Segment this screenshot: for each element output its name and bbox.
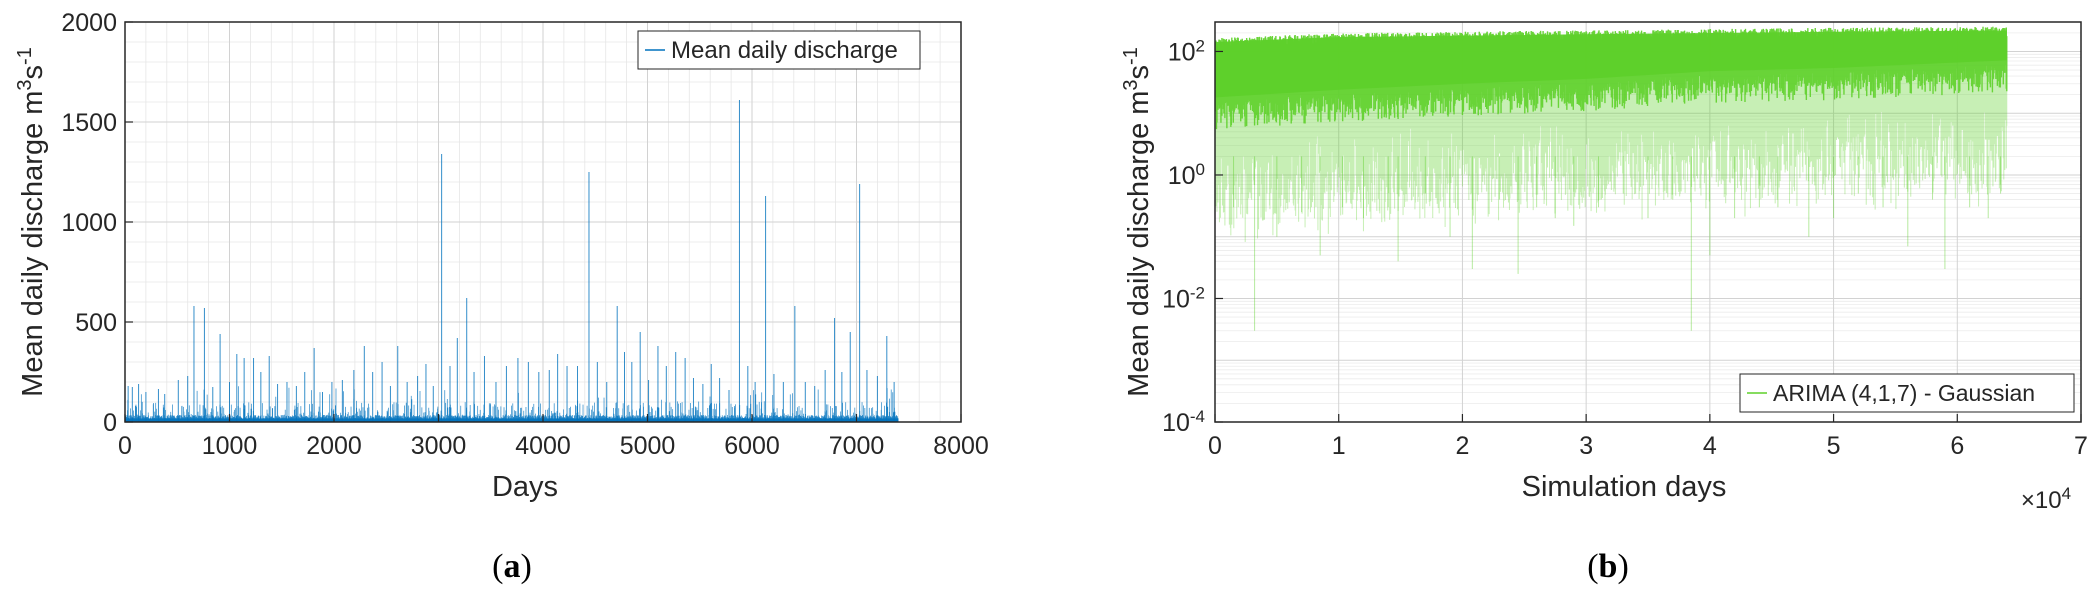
chart-b-legend-label: ARIMA (4,1,7) - Gaussian: [1773, 380, 2035, 406]
y-tick-label: 102: [1168, 36, 1205, 67]
x-tick-label: 3000: [411, 432, 467, 460]
chart-b-ticks: 0 1 2 3 4 5 6 7 10-4 10-2 100 102: [1162, 36, 2088, 460]
chart-b-ylabel: Mean daily discharge m3s-1: [1120, 47, 1155, 397]
chart-a-legend-label: Mean daily discharge: [671, 37, 898, 64]
x-tick-label: 8000: [933, 432, 989, 460]
y-tick-label: 100: [1168, 159, 1205, 190]
chart-b-legend: ARIMA (4,1,7) - Gaussian: [1739, 373, 2075, 413]
x-tick-label: 6000: [724, 432, 780, 460]
chart-a-ticks: 0 1000 2000 3000 4000 5000 6000 7000 8000 0 500 100…: [61, 9, 988, 460]
y-tick-label: 10-2: [1162, 283, 1205, 314]
x-tick-label: 7: [2074, 432, 2088, 460]
x-tick-label: 1000: [202, 432, 258, 460]
y-tick-label: 1000: [61, 209, 117, 237]
x-tick-label: 3: [1579, 432, 1593, 460]
chart-a-legend: Mean daily discharge: [637, 30, 921, 70]
chart-a: 0 1000 2000 3000 4000 5000 6000 7000 8000 0 500 100…: [14, 9, 989, 503]
x-tick-label: 0: [118, 432, 132, 460]
chart-b-series: [1215, 26, 2008, 331]
series-line: [125, 386, 899, 422]
x-tick-label: 4000: [515, 432, 571, 460]
y-tick-label: 10-4: [1162, 407, 1205, 438]
x-tick-label: 7000: [829, 432, 885, 460]
x-tick-label: 2000: [306, 432, 362, 460]
x-tick-label: 4: [1703, 432, 1717, 460]
x-tick-label: 2: [1455, 432, 1469, 460]
chart-b-plot-frame: [1214, 21, 2082, 423]
caption-b: (b): [1587, 548, 1629, 585]
series-core: [1215, 30, 2007, 98]
chart-a-series: [125, 100, 899, 422]
x-tick-label: 5000: [620, 432, 676, 460]
chart-b-x-multiplier: ×104: [2021, 484, 2071, 515]
y-tick-label: 2000: [61, 9, 117, 37]
y-tick-label: 500: [75, 309, 117, 337]
x-tick-label: 6: [1950, 432, 1964, 460]
x-tick-label: 5: [1827, 432, 1841, 460]
y-tick-label: 0: [103, 409, 117, 437]
y-tick-label: 1500: [61, 109, 117, 137]
series-base-band: [125, 418, 899, 422]
caption-a: (a): [492, 548, 532, 585]
chart-b-xlabel: Simulation days: [1522, 471, 1727, 503]
chart-a-grid: [124, 21, 962, 423]
x-tick-label: 0: [1208, 432, 1222, 460]
chart-a-xlabel: Days: [492, 471, 558, 503]
chart-b: 0 1 2 3 4 5 6 7 10-4 10-2 100 102 Simulation days ×…: [1120, 21, 2088, 515]
x-tick-label: 1: [1332, 432, 1346, 460]
chart-a-ylabel: Mean daily discharge m3s-1: [14, 47, 49, 397]
